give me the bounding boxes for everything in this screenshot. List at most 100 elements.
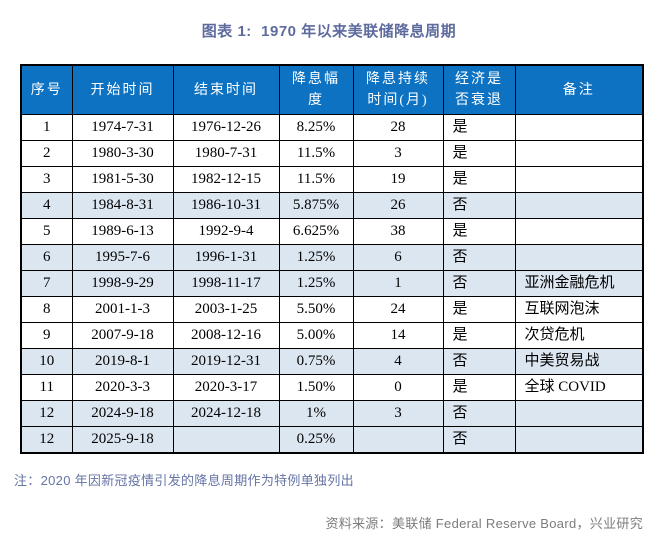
cell-start: 1980-3-30 bbox=[71, 140, 174, 167]
table-row: 9 2007-9-18 2008-12-16 5.00% 14 是次贷危机 bbox=[20, 322, 644, 349]
cell-cut: 11.5% bbox=[278, 166, 354, 193]
cell-remark bbox=[514, 244, 644, 271]
cell-recession: 否 bbox=[442, 244, 516, 271]
cell-remark: 全球 COVID bbox=[514, 374, 644, 401]
cell-end: 1998-11-17 bbox=[172, 270, 280, 297]
cell-cut: 5.50% bbox=[278, 296, 354, 323]
cell-remark bbox=[514, 166, 644, 193]
cell-recession: 否 bbox=[442, 192, 516, 219]
table-row: 2 1980-3-30 1980-7-31 11.5% 3 是 bbox=[20, 140, 644, 167]
cell-recession: 否 bbox=[442, 400, 516, 427]
cell-start: 2020-3-3 bbox=[71, 374, 174, 401]
cell-start: 2001-1-3 bbox=[71, 296, 174, 323]
cell-end: 2008-12-16 bbox=[172, 322, 280, 349]
cell-recession: 是 bbox=[442, 114, 516, 141]
cell-remark bbox=[514, 426, 644, 454]
cell-cut: 5.875% bbox=[278, 192, 354, 219]
cell-months: 19 bbox=[352, 166, 444, 193]
cell-seq: 10 bbox=[20, 348, 73, 375]
data-source: 资料来源：美联储 Federal Reserve Board，兴业研究 bbox=[325, 516, 643, 531]
cell-seq: 3 bbox=[20, 166, 73, 193]
cell-seq: 5 bbox=[20, 218, 73, 245]
cell-months: 38 bbox=[352, 218, 444, 245]
fed-rate-cut-cycles-table: 序号 开始时间 结束时间 降息幅 度降息持续 时间(月) 经济是 否衰退 备注 1 1974… bbox=[20, 64, 644, 454]
cell-start: 1995-7-6 bbox=[71, 244, 174, 271]
cell-cut: 0.75% bbox=[278, 348, 354, 375]
table-header-row: 序号 开始时间 结束时间 降息幅 度降息持续 时间(月) 经济是 否衰退 备注 bbox=[20, 64, 644, 115]
cell-cut: 0.25% bbox=[278, 426, 354, 454]
cell-end: 1980-7-31 bbox=[172, 140, 280, 167]
cell-recession: 是 bbox=[442, 218, 516, 245]
footnote: 注：2020 年因新冠疫情引发的降息周期作为特例单独列出 bbox=[14, 473, 354, 488]
cell-remark bbox=[514, 192, 644, 219]
table-row: 10 2019-8-1 2019-12-31 0.75% 4 否中美贸易战 bbox=[20, 348, 644, 375]
cell-seq: 9 bbox=[20, 322, 73, 349]
table-row: 12 2024-9-18 2024-12-18 1% 3 否 bbox=[20, 400, 644, 427]
cell-months: 3 bbox=[352, 140, 444, 167]
cell-end: 1986-10-31 bbox=[172, 192, 280, 219]
cell-seq: 7 bbox=[20, 270, 73, 297]
cell-cut: 1% bbox=[278, 400, 354, 427]
table-row: 8 2001-1-3 2003-1-25 5.50% 24 是互联网泡沫 bbox=[20, 296, 644, 323]
cell-recession: 是 bbox=[442, 296, 516, 323]
cell-cut: 11.5% bbox=[278, 140, 354, 167]
cell-start: 2019-8-1 bbox=[71, 348, 174, 375]
table-row: 7 1998-9-29 1998-11-17 1.25% 1 否亚洲金融危机 bbox=[20, 270, 644, 297]
table-row: 6 1995-7-6 1996-1-31 1.25% 6 否 bbox=[20, 244, 644, 271]
cell-months: 4 bbox=[352, 348, 444, 375]
cell-recession: 是 bbox=[442, 322, 516, 349]
cell-end bbox=[172, 426, 280, 454]
cell-start: 1981-5-30 bbox=[71, 166, 174, 193]
cell-start: 2007-9-18 bbox=[71, 322, 174, 349]
cell-remark bbox=[514, 218, 644, 245]
cell-recession: 否 bbox=[442, 270, 516, 297]
column-header: 开始时间 bbox=[71, 64, 174, 115]
column-header: 降息幅 度 bbox=[278, 64, 354, 115]
cell-end: 2020-3-17 bbox=[172, 374, 280, 401]
cell-seq: 12 bbox=[20, 426, 73, 454]
cell-remark: 亚洲金融危机 bbox=[514, 270, 644, 297]
cell-remark bbox=[514, 114, 644, 141]
cell-recession: 否 bbox=[442, 426, 516, 454]
cell-start: 1989-6-13 bbox=[71, 218, 174, 245]
cell-seq: 6 bbox=[20, 244, 73, 271]
cell-end: 2024-12-18 bbox=[172, 400, 280, 427]
cell-start: 1998-9-29 bbox=[71, 270, 174, 297]
column-header: 序号 bbox=[20, 64, 73, 115]
table-row: 4 1984-8-31 1986-10-31 5.875% 26 否 bbox=[20, 192, 644, 219]
cell-start: 2025-9-18 bbox=[71, 426, 174, 454]
cell-months: 24 bbox=[352, 296, 444, 323]
cell-remark: 中美贸易战 bbox=[514, 348, 644, 375]
table-row: 12 2025-9-18 0.25% 否 bbox=[20, 426, 644, 454]
cell-recession: 是 bbox=[442, 166, 516, 193]
cell-months: 0 bbox=[352, 374, 444, 401]
cell-months: 3 bbox=[352, 400, 444, 427]
cell-seq: 2 bbox=[20, 140, 73, 167]
cell-recession: 否 bbox=[442, 348, 516, 375]
table-row: 1 1974-7-31 1976-12-26 8.25% 28 是 bbox=[20, 114, 644, 141]
cell-cut: 1.50% bbox=[278, 374, 354, 401]
cell-months bbox=[352, 426, 444, 454]
cell-cut: 8.25% bbox=[278, 114, 354, 141]
cell-months: 26 bbox=[352, 192, 444, 219]
cell-remark bbox=[514, 140, 644, 167]
cell-cut: 1.25% bbox=[278, 244, 354, 271]
cell-cut: 6.625% bbox=[278, 218, 354, 245]
cell-months: 14 bbox=[352, 322, 444, 349]
cell-cut: 5.00% bbox=[278, 322, 354, 349]
cell-seq: 8 bbox=[20, 296, 73, 323]
cell-remark: 次贷危机 bbox=[514, 322, 644, 349]
cell-end: 1982-12-15 bbox=[172, 166, 280, 193]
table-row: 11 2020-3-3 2020-3-17 1.50% 0 是全球 COVID bbox=[20, 374, 644, 401]
cell-seq: 1 bbox=[20, 114, 73, 141]
column-header: 经济是 否衰退 bbox=[442, 64, 516, 115]
cell-end: 2019-12-31 bbox=[172, 348, 280, 375]
cell-start: 1974-7-31 bbox=[71, 114, 174, 141]
cell-end: 2003-1-25 bbox=[172, 296, 280, 323]
cell-seq: 12 bbox=[20, 400, 73, 427]
cell-recession: 是 bbox=[442, 140, 516, 167]
cell-start: 1984-8-31 bbox=[71, 192, 174, 219]
cell-seq: 4 bbox=[20, 192, 73, 219]
cell-end: 1992-9-4 bbox=[172, 218, 280, 245]
column-header: 结束时间 bbox=[172, 64, 280, 115]
